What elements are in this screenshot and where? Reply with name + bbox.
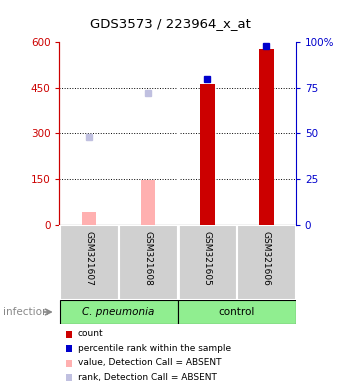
Text: value, Detection Call = ABSENT: value, Detection Call = ABSENT <box>78 358 221 367</box>
Text: GSM321608: GSM321608 <box>143 231 153 286</box>
Text: rank, Detection Call = ABSENT: rank, Detection Call = ABSENT <box>78 373 216 382</box>
Bar <box>59 225 119 300</box>
Text: GDS3573 / 223964_x_at: GDS3573 / 223964_x_at <box>89 17 251 30</box>
Text: control: control <box>219 307 255 317</box>
Text: infection: infection <box>3 307 49 317</box>
Bar <box>59 300 177 324</box>
Bar <box>141 180 155 225</box>
Bar <box>200 84 215 225</box>
Text: percentile rank within the sample: percentile rank within the sample <box>78 344 231 353</box>
Text: GSM321605: GSM321605 <box>203 231 212 286</box>
Bar <box>177 300 296 324</box>
Bar <box>259 49 274 225</box>
Text: GSM321606: GSM321606 <box>262 231 271 286</box>
Bar <box>119 225 177 300</box>
Bar <box>82 212 97 225</box>
Text: GSM321607: GSM321607 <box>85 231 94 286</box>
Text: C. pneumonia: C. pneumonia <box>82 307 155 317</box>
Text: count: count <box>78 329 103 338</box>
Bar <box>177 225 237 300</box>
Bar <box>237 225 296 300</box>
